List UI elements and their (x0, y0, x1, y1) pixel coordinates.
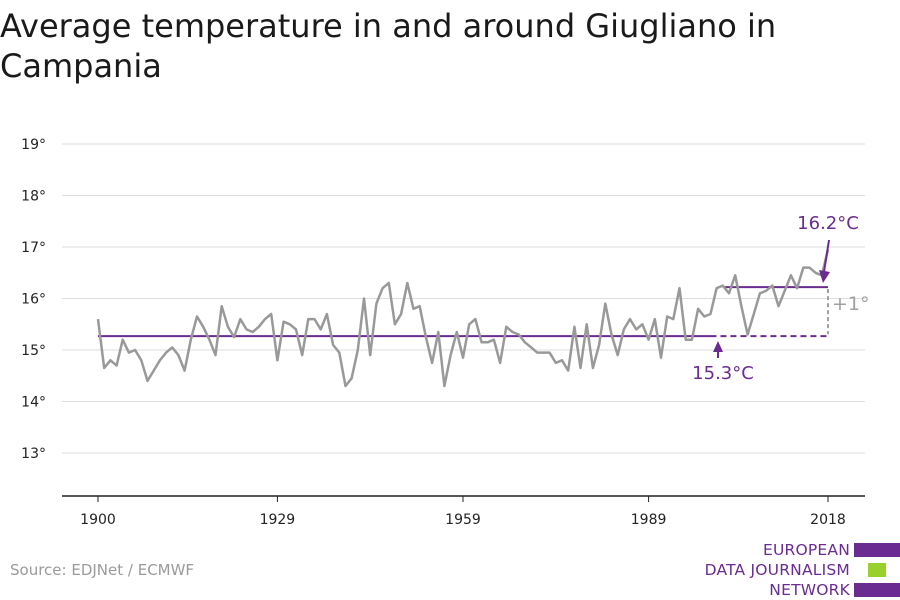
y-tick-label-14: 14° (21, 395, 46, 411)
x-tick-label-1989: 1989 (631, 512, 667, 528)
x-tick-label-1929: 1929 (260, 512, 296, 528)
edjnet-logo: EUROPEAN DATA JOURNALISM NETWORK (700, 540, 900, 600)
x-tick-label-1959: 1959 (445, 512, 481, 528)
baseline-mean-arrow-head (713, 341, 723, 352)
y-tick-label-19: 19° (21, 137, 46, 153)
x-tick-labels: 1900 1929 1959 1989 2018 (80, 512, 846, 528)
chart-marks (96, 249, 830, 388)
grid-lines (62, 143, 865, 454)
recent-mean-arrow-head (819, 270, 830, 283)
y-tick-labels: 13° 14° 15° 16° 17° 18° 19° (21, 137, 46, 462)
baseline-mean-label: 15.3°C (692, 363, 754, 384)
logo-bar-green (868, 563, 886, 577)
temperature-series-line (96, 249, 830, 388)
y-tick-label-13: 13° (21, 446, 46, 462)
y-tick-label-15: 15° (21, 343, 46, 359)
logo-bar-purple-top (854, 543, 900, 557)
x-tick-label-1900: 1900 (80, 512, 116, 528)
source-credit: Source: EDJNet / ECMWF (10, 561, 195, 579)
chart-annotations: +1° 16.2°C 15.3°C (692, 213, 869, 384)
logo-line-2: DATA JOURNALISM (704, 561, 850, 579)
logo-line-3: NETWORK (769, 581, 850, 599)
x-tick-label-2018: 2018 (810, 512, 846, 528)
y-tick-label-16: 16° (21, 292, 46, 308)
chart-title: Average temperature in and around Giugli… (0, 7, 777, 85)
difference-label: +1° (832, 293, 870, 315)
logo-bar-purple-bottom (854, 583, 900, 597)
recent-mean-arrow-shaft (823, 239, 830, 273)
recent-mean-label: 16.2°C (797, 213, 859, 234)
y-tick-label-18: 18° (21, 189, 46, 205)
y-tick-label-17: 17° (21, 240, 46, 256)
x-axis (62, 495, 865, 502)
logo-line-1: EUROPEAN (762, 541, 850, 559)
